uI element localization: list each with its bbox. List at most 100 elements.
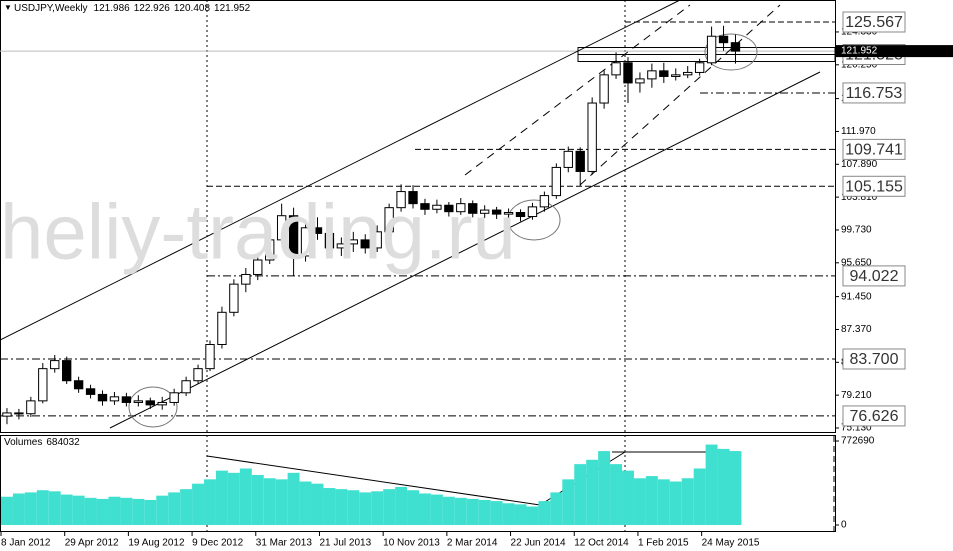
volume-bar — [478, 499, 491, 525]
trend-line — [464, 4, 691, 176]
level-label-box — [842, 348, 906, 370]
volume-bar — [24, 492, 37, 525]
trend-line — [206, 455, 541, 506]
y-tick-label: 103.810 — [841, 192, 878, 203]
highlight-ellipse — [704, 33, 758, 71]
x-tick-label: 9 Dec 2012 — [192, 538, 244, 549]
volume-bar — [359, 492, 372, 525]
high: 122.926 — [134, 3, 171, 14]
candle-body — [647, 70, 657, 80]
volume-bar — [215, 470, 228, 525]
x-tick-label: 8 Jan 2012 — [1, 538, 51, 549]
volume-bar — [132, 498, 145, 525]
y-tick-label: 87.370 — [841, 324, 872, 335]
candle-body — [468, 203, 478, 214]
volume-bar — [168, 492, 181, 525]
volume-bar — [48, 491, 61, 525]
candle-body — [599, 74, 609, 104]
level-label: 116.753 — [846, 85, 903, 102]
candle-body — [456, 203, 466, 213]
volume-bar — [108, 496, 121, 525]
volume-bar — [347, 490, 360, 525]
level-label-box — [842, 265, 906, 287]
volume-bar — [180, 489, 193, 525]
volume-last: 684032 — [46, 437, 80, 448]
candle-body — [205, 344, 215, 370]
candle-body — [265, 239, 275, 261]
zone-box — [577, 47, 836, 63]
candle-body — [587, 102, 597, 172]
trend-line — [109, 71, 821, 429]
volume-bar — [681, 478, 694, 525]
candle-body — [706, 35, 717, 64]
volume-bar — [430, 494, 443, 525]
volume-bar — [227, 472, 240, 525]
y-tick-label: 107.890 — [841, 159, 878, 170]
watermark: heliy-trading.ru — [0, 188, 516, 276]
volume-bar — [633, 478, 646, 525]
volume-tick-label: 772690 — [841, 436, 875, 447]
candle-body — [671, 74, 681, 77]
candle-body — [718, 35, 729, 44]
candle-body — [26, 400, 36, 415]
volume-bar — [156, 495, 169, 525]
level-label: 125.567 — [845, 14, 903, 31]
level-label: 94.022 — [850, 268, 899, 285]
open: 121.986 — [94, 3, 131, 14]
level-label-box — [842, 405, 906, 427]
volume-bar — [263, 478, 276, 525]
candle-body — [515, 211, 526, 218]
candle-body — [360, 239, 370, 249]
volume-bar — [693, 468, 706, 525]
x-tick-label: 21 Jul 2013 — [319, 538, 371, 549]
level-label: 105.155 — [845, 179, 903, 196]
volume-bar — [275, 479, 288, 525]
volume-bar — [383, 489, 396, 525]
volume-bar — [550, 492, 563, 525]
candle-body — [121, 396, 132, 403]
volume-bar — [622, 470, 634, 525]
trend-line — [579, 4, 781, 186]
candle-body — [193, 368, 203, 382]
volume-bar — [657, 479, 670, 525]
volume-bar — [371, 491, 384, 525]
highlight-ellipse — [128, 386, 178, 428]
candle-body — [97, 393, 108, 402]
candle-body — [479, 209, 490, 214]
candle-body — [241, 273, 251, 285]
candle-body — [372, 231, 382, 249]
header: USDJPY,Weekly 121.986 122.926 120.408 121.95… — [14, 3, 251, 14]
y-tick-label: 99.730 — [841, 225, 872, 236]
volume-bar — [669, 481, 682, 525]
volume-bar — [251, 474, 264, 525]
volume-bar — [96, 498, 109, 525]
highlight-ellipse — [507, 199, 561, 241]
volume-bar — [60, 494, 73, 525]
candle-body — [145, 400, 155, 406]
volume-tick-label: 0 — [841, 520, 847, 531]
volume-bar — [598, 451, 611, 525]
candle-body — [324, 232, 335, 249]
candle-body — [563, 150, 573, 168]
volume-bar — [299, 481, 312, 525]
volume-name: Volumes — [4, 437, 42, 448]
candle-body — [73, 380, 84, 390]
volume-bar — [239, 468, 252, 525]
volume-bar — [72, 495, 85, 525]
candle-body — [312, 227, 323, 234]
y-tick-label: 95.650 — [841, 257, 872, 268]
candle-body — [253, 259, 263, 275]
volume-bar — [562, 479, 575, 525]
volume-bar — [36, 490, 49, 525]
x-tick-label: 12 Oct 2014 — [574, 538, 629, 549]
x-tick-label: 2 Mar 2014 — [447, 538, 498, 549]
volume-bar — [335, 489, 348, 525]
header-arrow: ▼ — [4, 3, 12, 12]
level-label-box — [842, 11, 906, 33]
volume-bar — [717, 448, 730, 525]
candle-body — [611, 62, 621, 76]
candle-body — [491, 209, 502, 215]
candle-body — [300, 227, 311, 257]
